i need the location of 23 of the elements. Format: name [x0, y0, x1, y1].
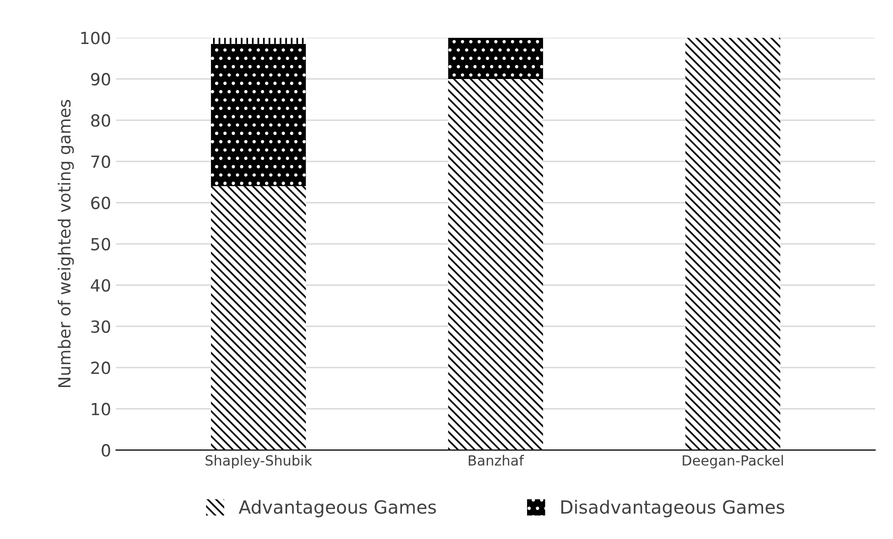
- y-tick-label: 0: [102, 444, 110, 457]
- x-tick-label: Shapley-Shubik: [206, 454, 312, 468]
- bar: [210, 44, 306, 186]
- y-tick-label: 90: [91, 72, 110, 86]
- bar: [448, 78, 544, 450]
- bar: [685, 38, 780, 450]
- bar: [448, 38, 544, 79]
- y-tick-label: 60: [91, 196, 110, 210]
- y-tick-label: 20: [91, 362, 110, 374]
- legend-label: Disadvantageous Games: [561, 500, 784, 518]
- bar: [210, 38, 306, 44]
- y-tick-label: 30: [91, 320, 110, 333]
- y-tick-label: 50: [91, 238, 110, 250]
- x-tick-label: Banzhaf: [468, 454, 524, 466]
- legend-label: Advantageous Games: [238, 500, 436, 518]
- y-tick-label: 40: [90, 279, 110, 292]
- y-tick-label: 10: [92, 402, 110, 416]
- y-axis-title: Number of weighted voting games: [58, 100, 74, 388]
- bar: [210, 186, 306, 450]
- x-tick-label: Deegan-Packel: [682, 454, 783, 468]
- y-tick-label: 70: [91, 155, 110, 168]
- y-tick-label: 100: [81, 32, 110, 44]
- y-tick-label: 80: [91, 114, 110, 127]
